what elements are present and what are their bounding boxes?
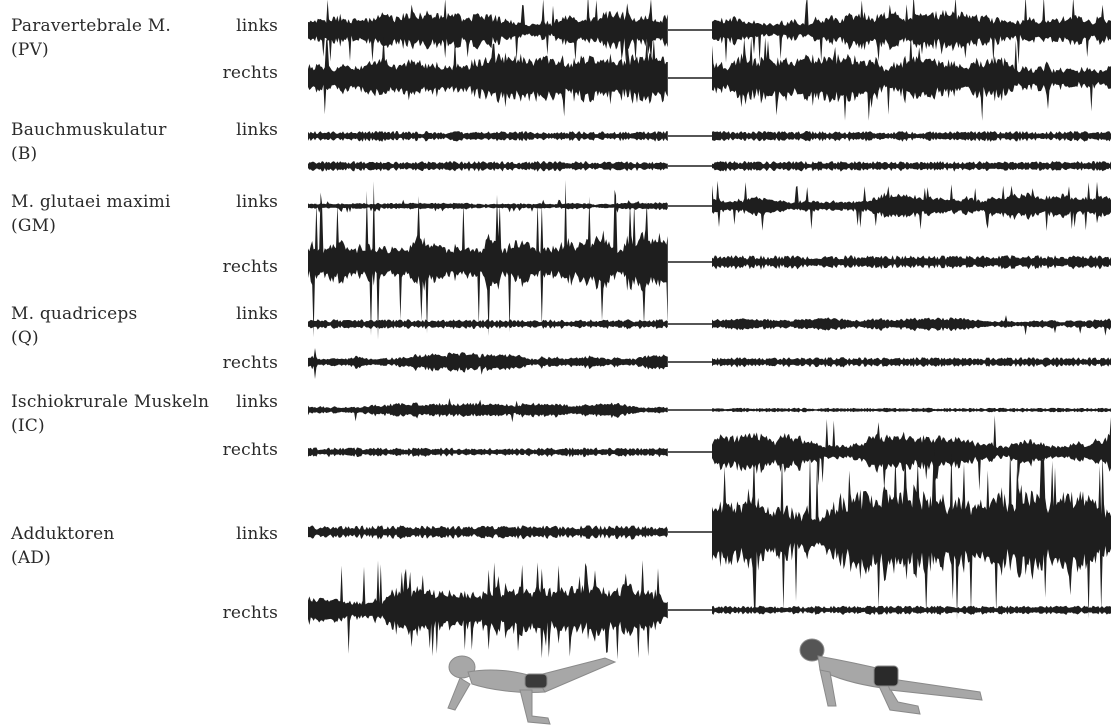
emg-burst-phase-1	[308, 131, 668, 142]
emg-burst-phase-2	[712, 180, 1111, 232]
muscle-name-gm: M. glutaei maximi	[11, 192, 171, 212]
emg-burst-phase-1	[308, 180, 668, 340]
side-label-b-links: links	[236, 120, 278, 140]
emg-burst-phase-1	[308, 319, 668, 330]
side-label-ad-links: links	[236, 524, 278, 544]
emg-trace-ic-links	[308, 398, 1111, 423]
emg-burst-phase-1	[308, 348, 668, 379]
emg-burst-phase-1	[308, 0, 668, 62]
emg-trace-q-rechts	[308, 348, 1111, 379]
side-label-pv-links: links	[236, 16, 278, 36]
side-label-q-rechts: rechts	[222, 353, 278, 373]
emg-trace-b-unlabeled	[308, 161, 1111, 172]
muscle-abbr-ic: (IC)	[11, 416, 45, 436]
muscle-abbr-ad: (AD)	[11, 548, 51, 568]
muscle-abbr-pv: (PV)	[11, 40, 49, 60]
emg-trace-ad-links	[308, 445, 1111, 620]
emg-trace-gm-links	[308, 180, 1111, 232]
muscle-name-q: M. quadriceps	[11, 304, 138, 324]
figure-right-leg-raised	[799, 638, 983, 715]
muscle-name-ic: Ischiokrurale Muskeln	[11, 392, 210, 412]
emg-burst-phase-1	[308, 35, 668, 117]
emg-burst-phase-1	[308, 398, 668, 423]
emg-burst-phase-2	[712, 357, 1111, 368]
muscle-name-ad: Adduktoren	[11, 524, 115, 544]
emg-burst-phase-2	[712, 315, 1111, 336]
emg-burst-phase-2	[712, 131, 1111, 142]
emg-trace-ic-rechts	[308, 415, 1111, 491]
emg-trace-b-links	[308, 131, 1111, 142]
emg-burst-phase-2	[712, 445, 1111, 620]
emg-burst-phase-2	[712, 407, 1111, 413]
side-label-gm-rechts: rechts	[222, 257, 278, 277]
emg-burst-phase-2	[712, 605, 1111, 616]
emg-burst-phase-2	[712, 33, 1111, 121]
side-label-ic-links: links	[236, 392, 278, 412]
emg-burst-phase-1	[308, 447, 668, 458]
side-label-gm-links: links	[236, 192, 278, 212]
side-label-q-links: links	[236, 304, 278, 324]
emg-burst-phase-1	[308, 161, 668, 172]
side-label-pv-rechts: rechts	[222, 63, 278, 83]
muscle-abbr-b: (B)	[11, 144, 38, 164]
person-quadruped-icon	[799, 638, 983, 715]
emg-trace-gm-rechts	[308, 180, 1111, 340]
emg-burst-phase-2	[712, 255, 1111, 270]
side-label-ad-rechts: rechts	[222, 603, 278, 623]
emg-burst-phase-2	[712, 415, 1111, 491]
muscle-abbr-q: (Q)	[11, 328, 39, 348]
emg-trace-pv-links	[308, 0, 1111, 65]
emg-burst-phase-1	[308, 525, 668, 540]
side-label-ic-rechts: rechts	[222, 440, 278, 460]
emg-burst-phase-1	[308, 560, 668, 660]
figure-left-leg-raised	[447, 655, 617, 725]
muscle-name-b: Bauchmuskulatur	[11, 120, 167, 140]
emg-burst-phase-1	[308, 199, 668, 213]
emg-trace-pv-rechts	[308, 33, 1111, 121]
muscle-abbr-gm: (GM)	[11, 216, 57, 236]
person-quadruped-icon	[447, 655, 617, 725]
emg-burst-phase-2	[712, 0, 1111, 65]
emg-trace-q-links	[308, 315, 1111, 336]
emg-trace-ad-rechts	[308, 560, 1111, 660]
emg-burst-phase-2	[712, 161, 1111, 172]
muscle-name-pv: Paravertebrale M.	[11, 16, 172, 36]
